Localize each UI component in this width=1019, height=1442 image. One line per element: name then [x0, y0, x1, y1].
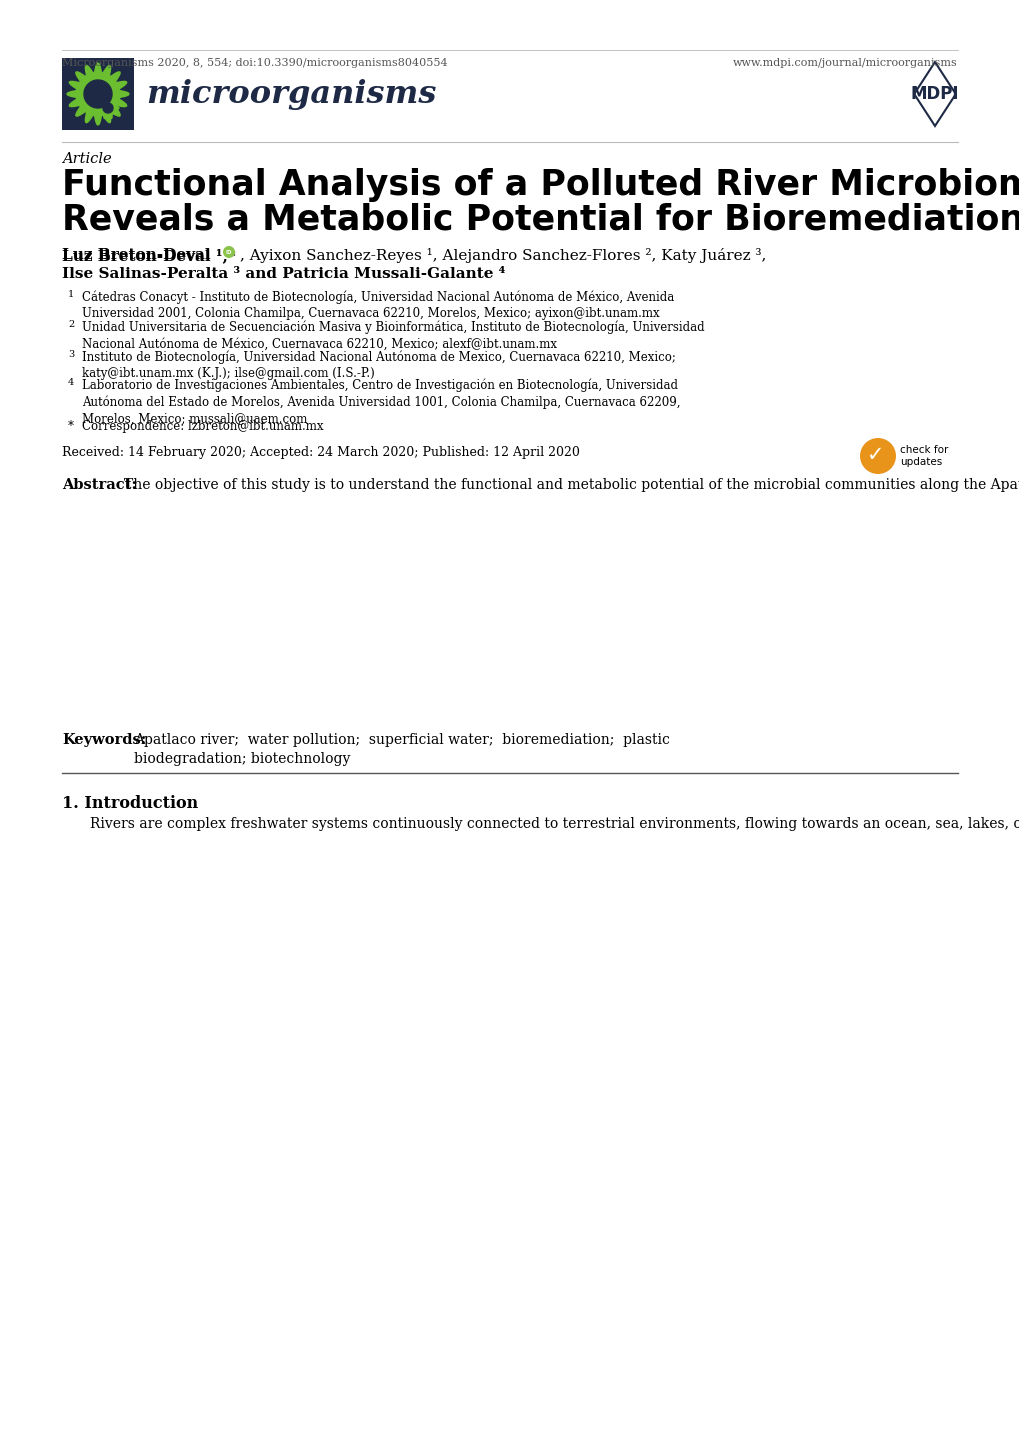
- Text: updates: updates: [899, 457, 942, 467]
- Text: The objective of this study is to understand the functional and metabolic potent: The objective of this study is to unders…: [124, 477, 1019, 492]
- Text: Laboratorio de Investigaciones Ambientales, Centro de Investigación en Biotecnol: Laboratorio de Investigaciones Ambiental…: [82, 378, 680, 427]
- Text: Rivers are complex freshwater systems continuously connected to terrestrial envi: Rivers are complex freshwater systems co…: [90, 818, 1019, 831]
- Text: Microorganisms 2020, 8, 554; doi:10.3390/microorganisms8040554: Microorganisms 2020, 8, 554; doi:10.3390…: [62, 58, 447, 68]
- Text: check for: check for: [899, 446, 948, 456]
- Text: Functional Analysis of a Polluted River Microbiome: Functional Analysis of a Polluted River …: [62, 169, 1019, 202]
- Text: iD: iD: [225, 249, 232, 254]
- Text: 3: 3: [68, 350, 74, 359]
- Text: Correspondence: lzbreton@ibt.unam.mx: Correspondence: lzbreton@ibt.unam.mx: [82, 420, 323, 433]
- Text: Received: 14 February 2020; Accepted: 24 March 2020; Published: 12 April 2020: Received: 14 February 2020; Accepted: 24…: [62, 446, 580, 459]
- Text: Reveals a Metabolic Potential for Bioremediation: Reveals a Metabolic Potential for Biorem…: [62, 202, 1019, 236]
- Text: microorganisms: microorganisms: [146, 78, 436, 110]
- Text: Cátedras Conacyt - Instituto de Biotecnología, Universidad Nacional Autónoma de : Cátedras Conacyt - Instituto de Biotecno…: [82, 290, 674, 320]
- Bar: [62, 58, 133, 130]
- Text: ✓: ✓: [866, 446, 883, 464]
- Text: 2: 2: [68, 320, 74, 329]
- Text: 1. Introduction: 1. Introduction: [62, 795, 198, 812]
- Circle shape: [223, 247, 234, 258]
- Text: 1: 1: [68, 290, 74, 298]
- Text: Luz Breton-Deval ¹,*: Luz Breton-Deval ¹,*: [62, 248, 235, 262]
- Text: Unidad Universitaria de Secuenciación Masiva y Bioinformática, Instituto de Biot: Unidad Universitaria de Secuenciación Ma…: [82, 320, 704, 350]
- Text: Ilse Salinas-Peralta ³ and Patricia Mussali-Galante ⁴: Ilse Salinas-Peralta ³ and Patricia Muss…: [62, 267, 504, 281]
- Text: 4: 4: [68, 378, 74, 386]
- Text: MDPI: MDPI: [910, 85, 958, 102]
- Text: *: *: [68, 420, 74, 433]
- Polygon shape: [67, 63, 128, 125]
- Text: Article: Article: [62, 151, 111, 166]
- Text: Instituto de Biotecnología, Universidad Nacional Autónoma de Mexico, Cuernavaca : Instituto de Biotecnología, Universidad …: [82, 350, 676, 381]
- Circle shape: [859, 438, 895, 474]
- Polygon shape: [97, 98, 119, 118]
- Text: Apatlaco river;  water pollution;  superficial water;  bioremediation;  plastic
: Apatlaco river; water pollution; superfi…: [133, 733, 669, 766]
- Text: Luz Breton-Deval: Luz Breton-Deval: [62, 248, 216, 262]
- Text: , Ayixon Sanchez-Reyes ¹, Alejandro Sanchez-Flores ², Katy Juárez ³,: , Ayixon Sanchez-Reyes ¹, Alejandro Sanc…: [239, 248, 765, 262]
- Text: www.mdpi.com/journal/microorganisms: www.mdpi.com/journal/microorganisms: [733, 58, 957, 68]
- Text: Keywords:: Keywords:: [62, 733, 146, 747]
- Polygon shape: [84, 79, 112, 108]
- Text: Abstract:: Abstract:: [62, 477, 137, 492]
- Polygon shape: [103, 102, 113, 112]
